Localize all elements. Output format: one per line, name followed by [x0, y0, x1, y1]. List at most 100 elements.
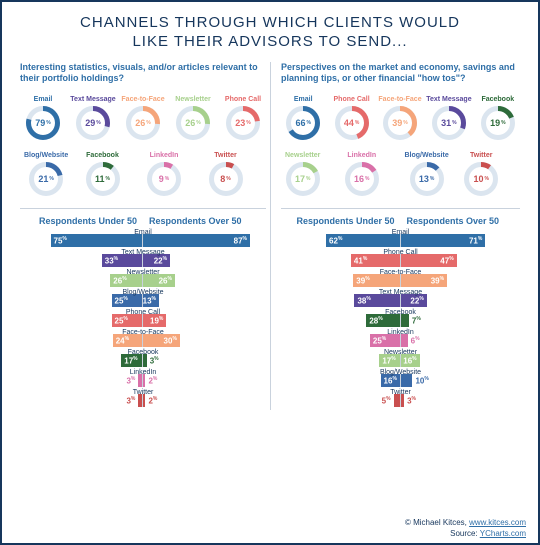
bar-mid-label: Email	[392, 229, 410, 236]
bar-value: 87%	[231, 236, 250, 246]
donut-ring: 39%	[383, 106, 417, 140]
donut-label: Face-to-Face	[378, 96, 422, 103]
bar-value: 22%	[151, 256, 170, 266]
bar-mid-label: Phone Call	[383, 249, 417, 256]
bar-half-right: 3%	[143, 353, 266, 367]
bar-half-right: 47%	[401, 253, 521, 267]
donut-pct: 23%	[226, 106, 260, 140]
bar: 75%	[51, 234, 143, 247]
bar-row-facebook: Facebook28%7%	[281, 310, 520, 330]
bar-row-blog_website: Blog/Website25%13%	[20, 290, 266, 310]
bar-value: 2%	[145, 376, 160, 386]
right-heading-under50: Respondents Under 50	[281, 217, 401, 227]
donut-pct: 9%	[147, 162, 181, 196]
donut-ring: 31%	[432, 106, 466, 140]
bar-value: 16%	[381, 376, 400, 386]
donut-facebook: Facebook19%	[476, 96, 520, 140]
donut-label: Text Message	[70, 96, 116, 103]
donut-ring: 11%	[86, 162, 120, 196]
donut-ring: 17%	[286, 162, 320, 196]
bar-half-right: 71%	[401, 233, 521, 247]
bar-value: 71%	[466, 236, 485, 246]
donut-text_message: Text Message 31%	[426, 96, 471, 140]
bar-value: 3%	[404, 396, 419, 406]
donut-blog_website: Blog/Website21%	[24, 152, 68, 196]
bar-value: 7%	[409, 316, 424, 326]
left-bar-section: Respondents Under 50 Respondents Over 50…	[20, 208, 266, 411]
left-heading-over50: Respondents Over 50	[143, 217, 266, 227]
bar-mid-label: Newsletter	[126, 269, 159, 276]
bar-half-left: 3%	[20, 393, 143, 407]
bar-value: 17%	[379, 356, 398, 366]
credit-prefix: © Michael Kitces,	[405, 518, 469, 527]
bar-value: 26%	[156, 276, 175, 286]
bar-value: 28%	[366, 316, 385, 326]
donut-facebook: Facebook11%	[86, 152, 120, 196]
donut-label: Twitter	[464, 152, 498, 159]
bar-half-left: 17%	[281, 353, 401, 367]
donut-pct: 31%	[432, 106, 466, 140]
bar-value: 75%	[51, 236, 70, 246]
donut-phone_call: Phone Call23%	[220, 96, 266, 140]
donut-label: LinkedIn	[345, 152, 379, 159]
bar-half-right: 2%	[143, 393, 266, 407]
bar-value: 30%	[161, 336, 180, 346]
bar-row-face_to_face: Face-to-Face24%30%	[20, 330, 266, 350]
bar-value: 17%	[121, 356, 140, 366]
bar-half-right: 19%	[143, 313, 266, 327]
bar-row-twitter: Twitter5%3%	[281, 390, 520, 410]
donut-ring: 21%	[29, 162, 63, 196]
left-column: Interesting statistics, visuals, and/or …	[16, 62, 270, 411]
bar-half-left: 26%	[20, 273, 143, 287]
left-heading-under50: Respondents Under 50	[20, 217, 143, 227]
donut-pct: 10%	[464, 162, 498, 196]
right-donuts-row-1: Email66%Phone Call44%Face-to-Face39%Text…	[281, 96, 520, 140]
right-column: Perspectives on the market and economy, …	[270, 62, 524, 411]
bar-value: 13%	[140, 296, 159, 306]
bar-row-linkedin: LinkedIn3%2%	[20, 370, 266, 390]
donut-pct: 26%	[176, 106, 210, 140]
right-subhead: Perspectives on the market and economy, …	[281, 62, 520, 88]
source-link[interactable]: YCharts.com	[480, 529, 526, 538]
bar-value: 38%	[354, 296, 373, 306]
bar-half-right: 6%	[401, 333, 521, 347]
bar-value: 3%	[123, 376, 138, 386]
bar-value: 16%	[400, 356, 419, 366]
bar-value: 3%	[147, 356, 162, 366]
credit-link[interactable]: www.kitces.com	[469, 518, 526, 527]
bar-half-right: 87%	[143, 233, 266, 247]
donut-label: Twitter	[209, 152, 243, 159]
bar-mid-label: Text Message	[379, 289, 422, 296]
right-heading-over50: Respondents Over 50	[401, 217, 521, 227]
donut-pct: 21%	[29, 162, 63, 196]
donut-ring: 9%	[147, 162, 181, 196]
donut-newsletter: Newsletter26%	[170, 96, 216, 140]
donut-label: Text Message	[426, 96, 471, 103]
left-bar-headings: Respondents Under 50 Respondents Over 50	[20, 217, 266, 227]
bar-value: 26%	[110, 276, 129, 286]
bar: 62%	[326, 234, 399, 247]
right-bar-section: Respondents Under 50 Respondents Over 50…	[281, 208, 520, 411]
donut-label: Face-to-Face	[120, 96, 166, 103]
bar-value: 41%	[351, 256, 370, 266]
bar-value: 2%	[145, 396, 160, 406]
source-prefix: Source:	[450, 529, 480, 538]
donut-pct: 11%	[86, 162, 120, 196]
bar-half-left: 62%	[281, 233, 401, 247]
bar-half-left: 25%	[281, 333, 401, 347]
bar-half-right: 7%	[401, 313, 521, 327]
bar-row-email: Email 62% 71%	[281, 230, 520, 250]
bar-mid-label: Text Message	[121, 249, 164, 256]
donut-label: Blog/Website	[405, 152, 449, 159]
bar-value: 25%	[112, 316, 131, 326]
bar-value: 5%	[379, 396, 394, 406]
left-donuts-row-2: Blog/Website21% Facebook11% LinkedIn9% Twit…	[20, 152, 266, 196]
donut-linkedin: LinkedIn9%	[147, 152, 181, 196]
infographic-frame: CHANNELS THROUGH WHICH CLIENTS WOULD LIK…	[0, 0, 540, 545]
bar-row-blog_website: Blog/Website16%10%	[281, 370, 520, 390]
donut-twitter: Twitter 10%	[464, 152, 498, 196]
bar-row-newsletter: Newsletter17%16%	[281, 350, 520, 370]
right-bar-headings: Respondents Under 50 Respondents Over 50	[281, 217, 520, 227]
bar-mid-label: Newsletter	[384, 349, 417, 356]
bar-value: 62%	[326, 236, 345, 246]
